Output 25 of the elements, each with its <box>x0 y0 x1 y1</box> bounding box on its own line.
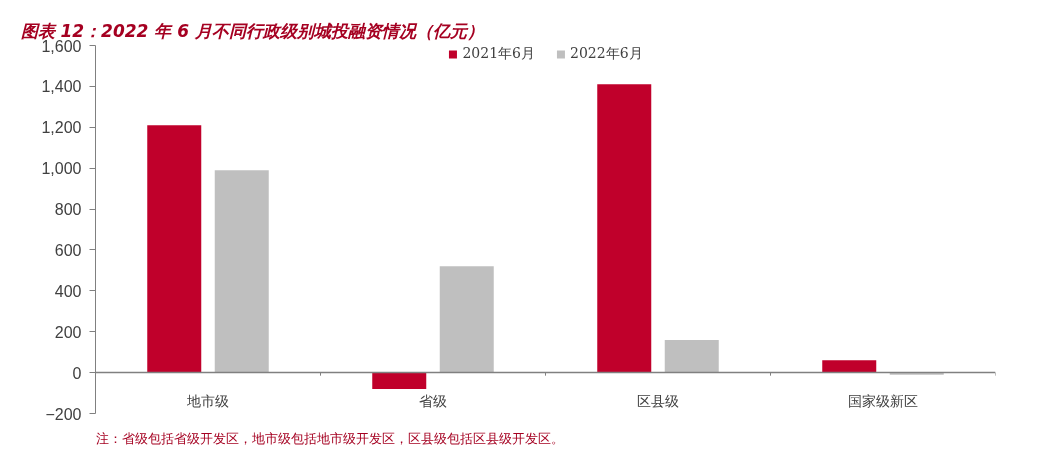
x-tick-label: 国家级新区 <box>848 392 918 409</box>
bar <box>439 266 494 373</box>
legend-label: 2021年6月 <box>462 45 535 63</box>
bar <box>822 360 877 373</box>
chart-title: 图表 12：2022 年 6 月不同行政级别城投融资情况（亿元） <box>20 20 484 41</box>
y-tick-label: 600 <box>54 241 82 259</box>
bar <box>597 84 652 373</box>
y-tick-label: 0 <box>72 364 82 382</box>
y-tick-label: 1,200 <box>41 119 82 137</box>
bar <box>147 125 202 373</box>
x-tick-label: 区县级 <box>637 392 679 409</box>
y-tick-label: 1,400 <box>41 78 82 96</box>
y-tick-label: 200 <box>54 323 82 341</box>
bar <box>664 339 719 373</box>
x-tick-label: 地市级 <box>186 392 229 409</box>
x-tick-label: 省级 <box>419 392 447 409</box>
y-tick-label: 400 <box>54 282 82 300</box>
legend-label: 2022年6月 <box>570 45 643 63</box>
text: 注：省级包括省级开发区，地市级包括地市级开发区，区县级包括区县级开发区。 <box>95 430 564 446</box>
y-tick-label: 800 <box>54 201 82 219</box>
y-tick-label: 1,000 <box>41 160 82 178</box>
bar <box>372 372 427 389</box>
bar <box>214 170 269 373</box>
bar <box>889 372 944 375</box>
y-tick-label: −200 <box>45 405 82 423</box>
